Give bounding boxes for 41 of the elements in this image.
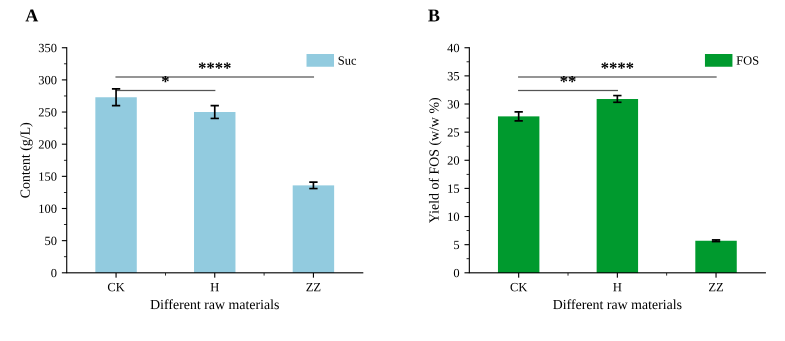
y-tick-label: 20 — [448, 156, 460, 165]
annotation: ** — [560, 76, 576, 82]
annotation: **** — [601, 62, 634, 69]
y-tick-label: 5 — [454, 240, 460, 250]
legend-label: FOS — [736, 56, 758, 65]
x-tick-label: CK — [108, 282, 125, 292]
y-tick-label: 0 — [51, 268, 57, 278]
bar — [194, 112, 236, 273]
x-tick-label: ZZ — [306, 283, 320, 292]
chart-title: B — [428, 10, 440, 22]
y-tick-label: 15 — [448, 184, 460, 193]
y-axis-title: Yield of FOS (w/w %) — [428, 98, 442, 223]
chart-title: A — [25, 9, 38, 22]
x-tick-label: CK — [510, 282, 528, 292]
bar — [292, 185, 334, 273]
y-tick-label: 40 — [447, 44, 460, 52]
y-tick-label: 50 — [45, 236, 57, 246]
y-tick-label: 30 — [448, 100, 460, 108]
y-tick-label: 300 — [38, 76, 57, 84]
annotation: * — [162, 76, 169, 82]
x-axis-title: Different raw materials — [150, 299, 279, 310]
y-tick-label: 0 — [454, 268, 460, 278]
y-tick-label: 350 — [38, 44, 57, 52]
x-tick-label: H — [613, 283, 622, 292]
bar — [95, 97, 137, 273]
y-tick-label: 150 — [39, 172, 57, 181]
x-axis-title: Different raw materials — [553, 299, 682, 310]
y-tick-label: 35 — [448, 72, 460, 80]
y-tick-label: 10 — [448, 212, 460, 221]
bar — [596, 98, 638, 273]
bar — [695, 240, 737, 273]
y-tick-label: 200 — [38, 140, 57, 149]
y-tick-label: 25 — [448, 128, 460, 137]
y-tick-label: 100 — [39, 204, 57, 213]
y-tick-label: 250 — [38, 108, 57, 117]
bar — [498, 116, 540, 273]
legend-label: Suc — [338, 56, 356, 65]
annotation: **** — [198, 62, 231, 69]
x-tick-label: ZZ — [709, 283, 723, 292]
y-axis-title: Content (g/L) — [20, 122, 33, 198]
x-tick-label: H — [210, 283, 219, 292]
